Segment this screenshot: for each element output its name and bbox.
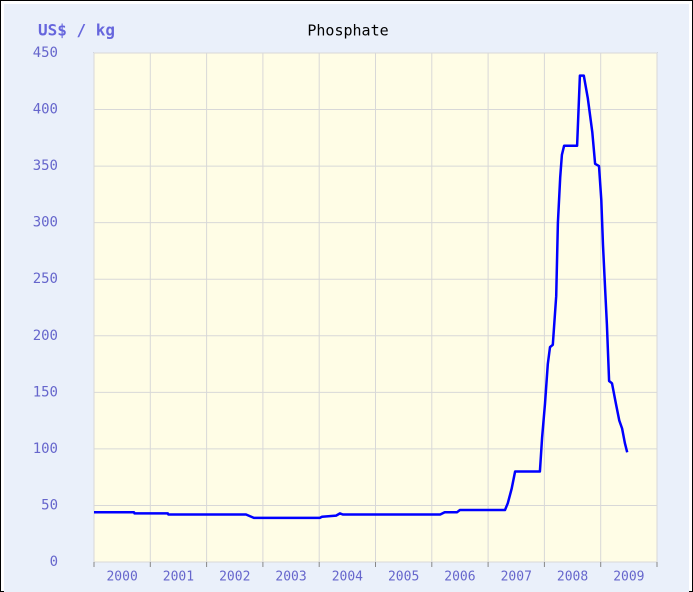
x-tick-label: 2002 xyxy=(219,570,250,585)
chart-title: Phosphate xyxy=(307,22,388,40)
y-tick-label: 0 xyxy=(50,554,58,570)
x-tick-label: 2009 xyxy=(613,570,644,585)
x-tick-label: 2006 xyxy=(444,570,475,585)
y-tick-label: 200 xyxy=(33,328,58,344)
x-tick-label: 2007 xyxy=(501,570,532,585)
y-tick-label: 300 xyxy=(33,215,58,231)
x-tick-label: 2000 xyxy=(106,570,137,585)
y-tick-label: 350 xyxy=(33,158,58,174)
x-tick-label: 2001 xyxy=(163,570,194,585)
data-line xyxy=(94,74,629,520)
y-axis-label: US$ / kg xyxy=(38,21,115,40)
y-tick-label: 450 xyxy=(33,45,58,61)
x-tick-label: 2005 xyxy=(388,570,419,585)
y-tick-label: 250 xyxy=(33,271,58,287)
x-tick-label: 2008 xyxy=(557,570,588,585)
y-tick-label: 100 xyxy=(33,441,58,457)
y-tick-label: 400 xyxy=(33,102,58,118)
x-tick-label: 2004 xyxy=(332,570,363,585)
y-tick-label: 150 xyxy=(33,384,58,400)
x-tick-label: 2003 xyxy=(275,570,306,585)
y-tick-label: 50 xyxy=(41,497,58,513)
